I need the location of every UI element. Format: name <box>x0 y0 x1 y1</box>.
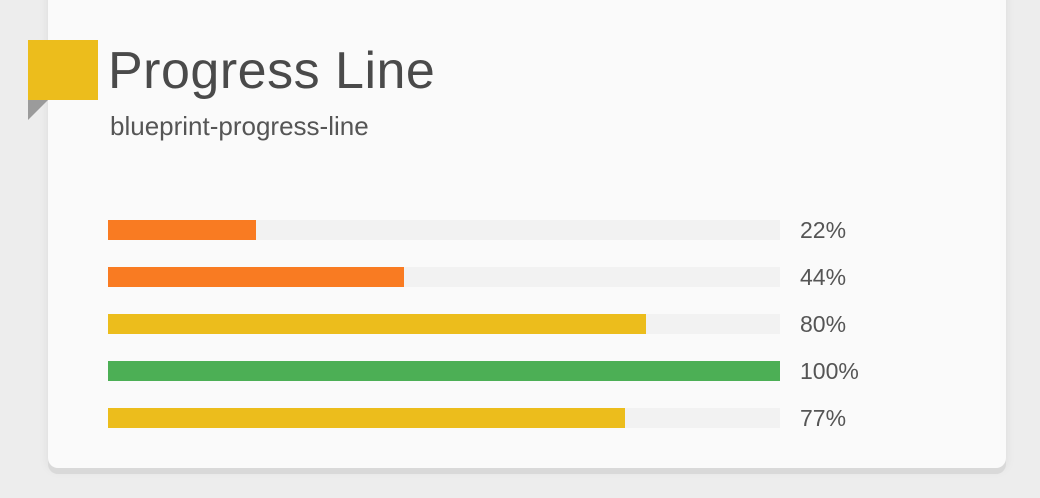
progress-track <box>108 220 780 240</box>
page-subtitle: blueprint-progress-line <box>110 111 369 141</box>
progress-percent-label: 77% <box>800 405 847 431</box>
progress-track <box>108 361 780 381</box>
progress-percent-label: 44% <box>800 264 847 290</box>
ribbon-marker <box>28 40 98 100</box>
progress-percent-label: 22% <box>800 217 847 243</box>
progress-fill <box>108 408 626 428</box>
progress-fill <box>108 314 646 334</box>
progress-fill <box>108 267 404 287</box>
page-title: Progress Line <box>108 42 436 100</box>
progress-fill <box>108 361 780 381</box>
ribbon-fold <box>28 100 48 120</box>
progress-track <box>108 267 780 287</box>
progress-percent-label: 100% <box>800 358 859 384</box>
progress-track <box>108 314 780 334</box>
progress-fill <box>108 220 256 240</box>
progress-track <box>108 408 780 428</box>
progress-percent-label: 80% <box>800 311 847 337</box>
